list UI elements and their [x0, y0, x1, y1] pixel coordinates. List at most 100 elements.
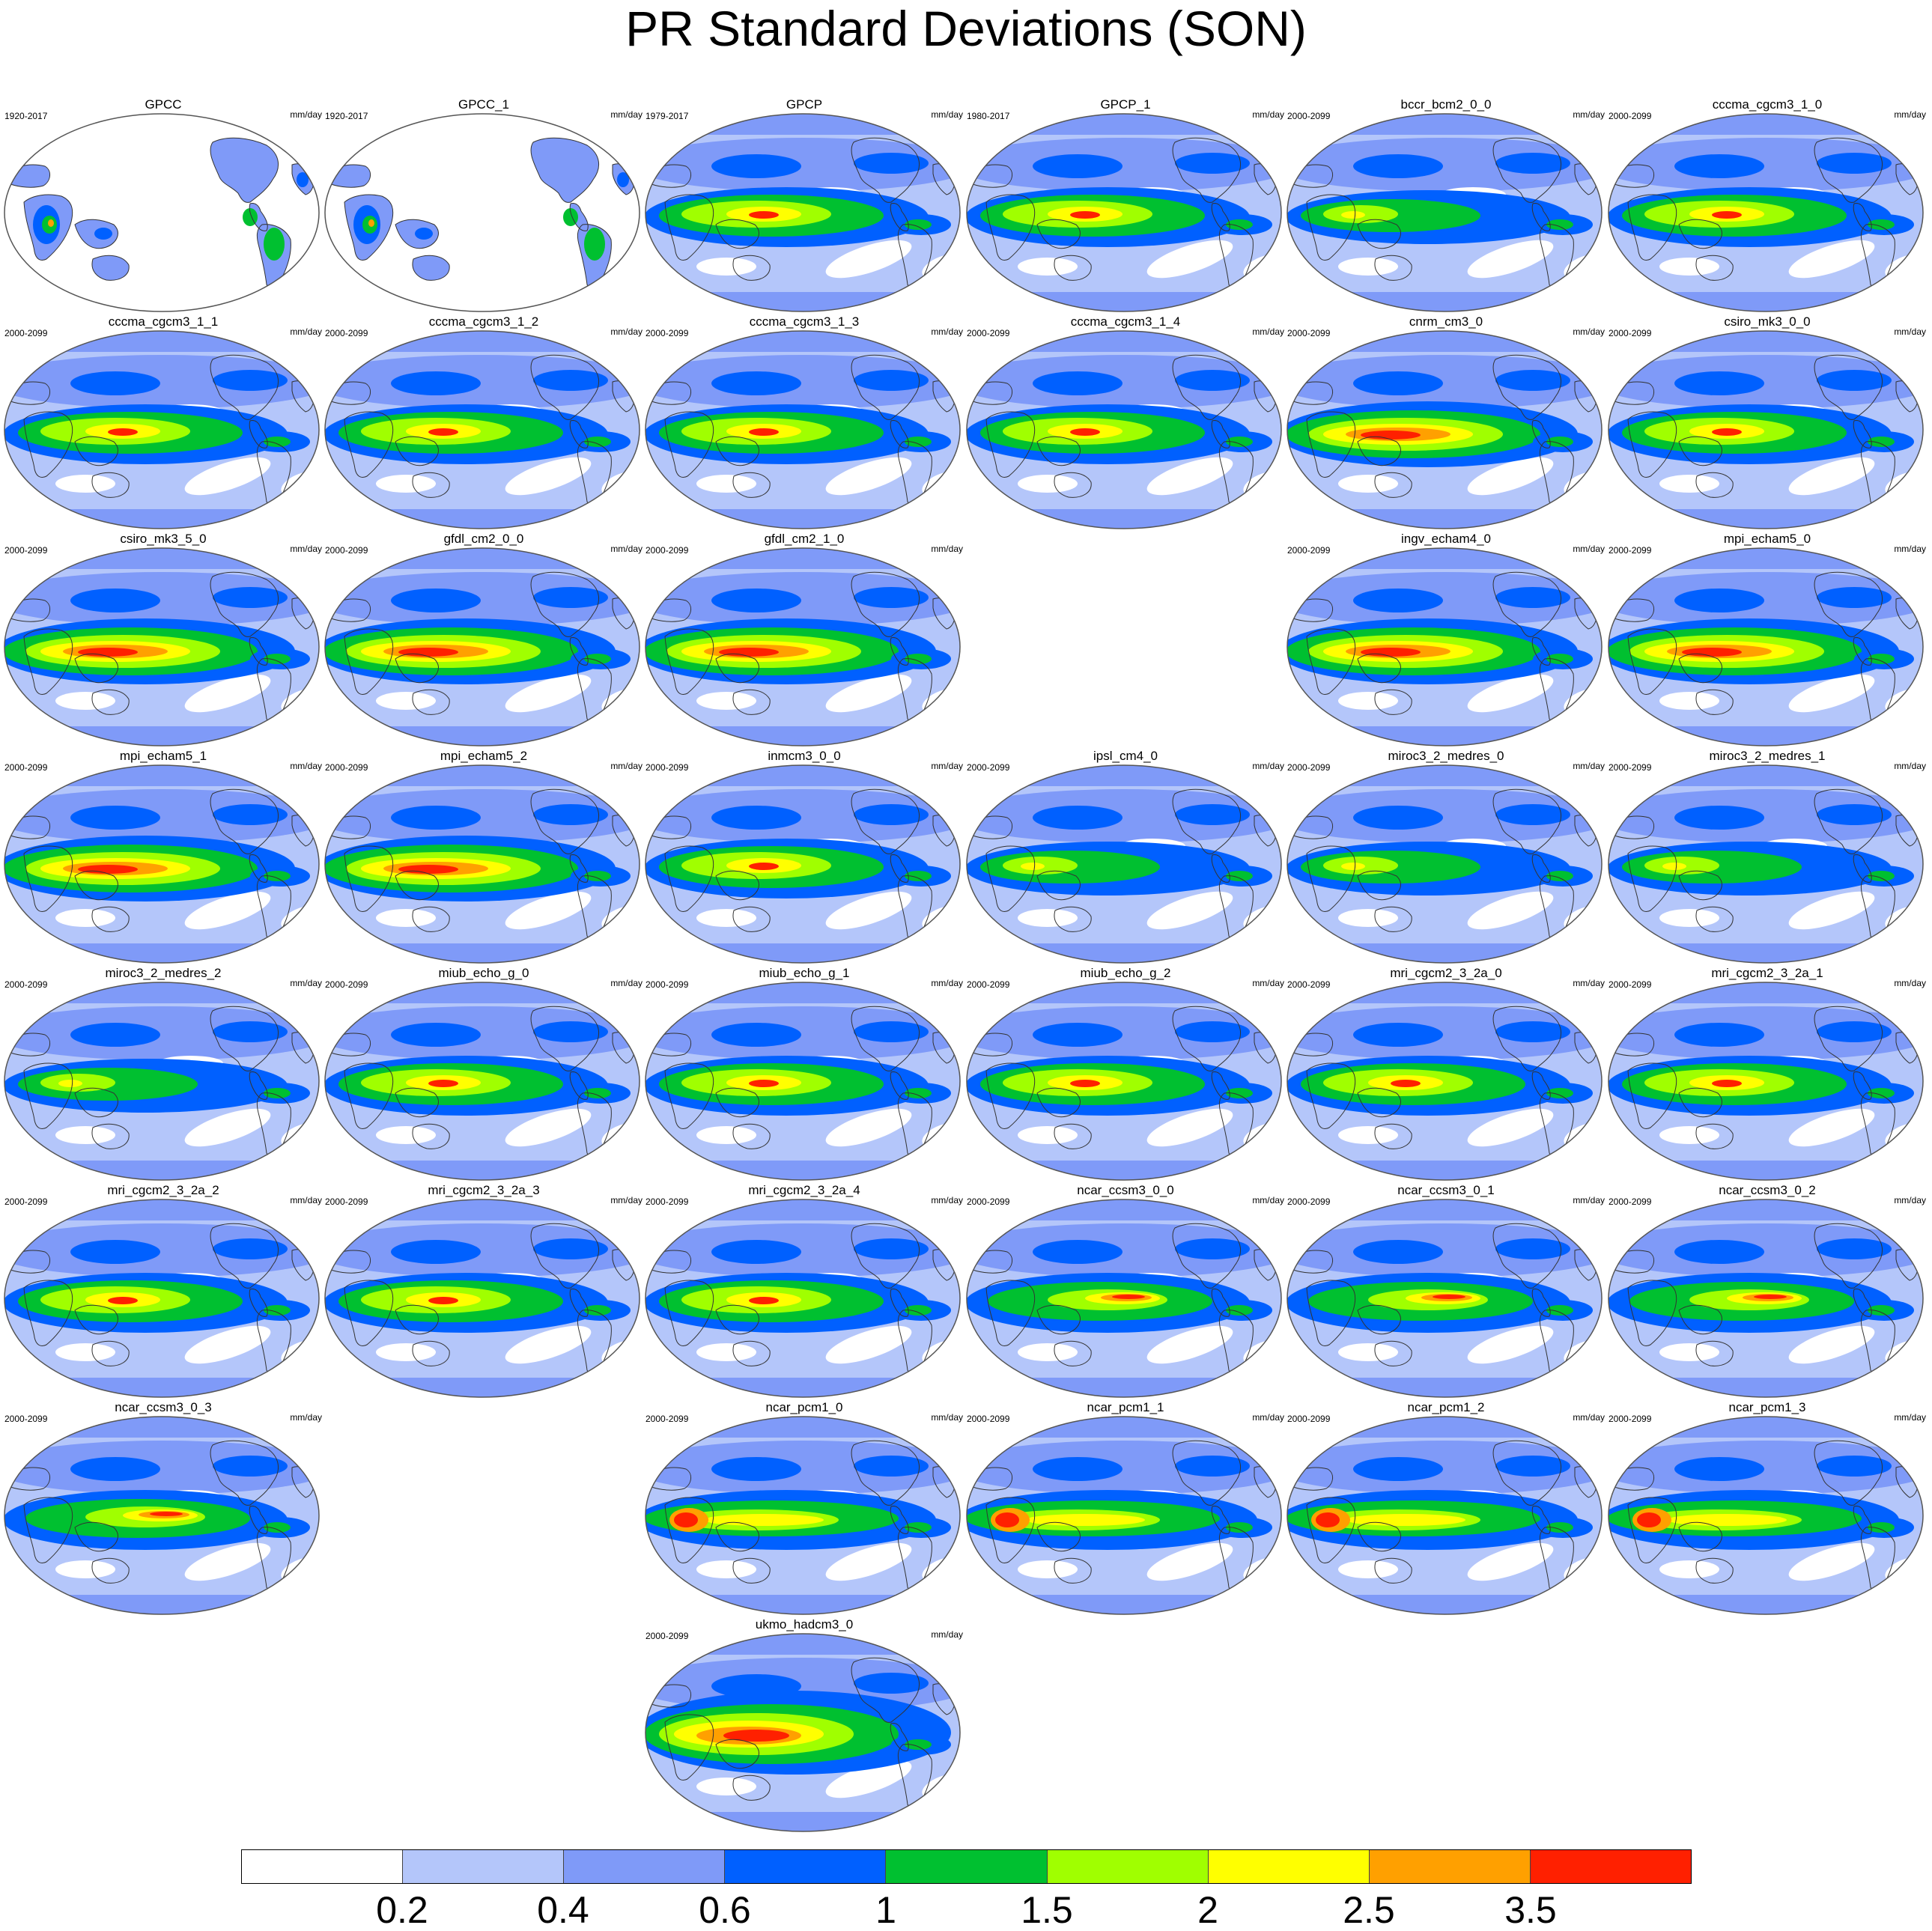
colorbar-box-0 [242, 1850, 403, 1883]
map-frame [4, 1199, 320, 1398]
map-panel: GPCP 1979-2017 mm/day [644, 97, 965, 314]
map-frame [1608, 982, 1924, 1181]
panel-years: 2000-2099 [645, 328, 689, 338]
colorbar-label: 2 [1197, 1889, 1218, 1931]
panel-title: ncar_pcm1_3 [1728, 1400, 1806, 1414]
panel-years: 2000-2099 [1609, 1414, 1652, 1424]
map-frame [645, 764, 961, 964]
map-panel: mri_cgcm2_3_2a_0 2000-2099 mm/day [1286, 966, 1606, 1183]
colorbar-box-3 [724, 1850, 886, 1883]
colorbar-label: 0.4 [537, 1889, 589, 1931]
panel-units: mm/day [931, 1629, 963, 1640]
panel-years: 2000-2099 [325, 979, 368, 990]
map-panel: mri_cgcm2_3_2a_4 2000-2099 mm/day [644, 1183, 965, 1400]
precip-field [645, 1199, 960, 1397]
map-panel: GPCC_1 1920-2017 mm/day [323, 97, 644, 314]
panel-units: mm/day [610, 109, 643, 120]
precip-field [325, 765, 640, 963]
panel-units: mm/day [1573, 1195, 1605, 1205]
map-panel: ncar_ccsm3_0_0 2000-2099 mm/day [965, 1183, 1286, 1400]
panel-units: mm/day [931, 109, 963, 120]
panel-units: mm/day [1894, 1412, 1926, 1423]
map-panel: ingv_echam4_0 2000-2099 mm/day [1286, 532, 1606, 749]
panel-title: mri_cgcm2_3_2a_0 [1390, 966, 1502, 980]
precip-field [967, 1417, 1281, 1614]
map-panel: mpi_echam5_2 2000-2099 mm/day [323, 749, 644, 966]
panel-years: 2000-2099 [645, 979, 689, 990]
map-frame [1608, 1199, 1924, 1398]
panel-years: 2000-2099 [645, 762, 689, 773]
panel-title: gfdl_cm2_0_0 [443, 532, 524, 546]
panel-units: mm/day [610, 978, 643, 988]
panel-title: GPCC [145, 97, 182, 112]
map-frame [966, 982, 1282, 1181]
panel-years: 2000-2099 [1287, 979, 1331, 990]
panel-units: mm/day [1894, 761, 1926, 771]
map-frame [1608, 547, 1924, 746]
map-frame [1287, 330, 1603, 529]
map-frame [645, 547, 961, 746]
panel-title: ipsl_cm4_0 [1093, 749, 1158, 763]
world-map [324, 1199, 640, 1398]
map-panel: inmcm3_0_0 2000-2099 mm/day [644, 749, 965, 966]
world-map [324, 330, 640, 529]
panel-units: mm/day [610, 1195, 643, 1205]
precip-field [325, 982, 640, 1180]
panel-title: gfdl_cm2_1_0 [764, 532, 845, 546]
world-map [645, 547, 961, 746]
panel-title: csiro_mk3_5_0 [120, 532, 207, 546]
panel-title: GPCC_1 [458, 97, 510, 112]
map-frame [966, 1416, 1282, 1615]
panel-years: 2000-2099 [4, 545, 48, 556]
precip-field [645, 331, 960, 529]
world-map [966, 113, 1282, 312]
panel-years: 2000-2099 [4, 328, 48, 338]
colorbar-box-5 [1046, 1850, 1208, 1883]
panel-units: mm/day [1252, 1412, 1284, 1423]
panel-units: mm/day [1573, 544, 1605, 554]
colorbar-label: 0.2 [376, 1889, 428, 1931]
map-frame [1608, 113, 1924, 312]
panel-years: 2000-2099 [4, 1414, 48, 1424]
map-frame [4, 1416, 320, 1615]
map-frame [966, 764, 1282, 964]
map-frame [966, 1199, 1282, 1398]
map-frame [324, 764, 640, 964]
panel-title: miroc3_2_medres_0 [1388, 749, 1504, 763]
world-map [324, 547, 640, 746]
map-frame [1287, 547, 1603, 746]
map-frame [1608, 1416, 1924, 1615]
panel-units: mm/day [1894, 978, 1926, 988]
precip-field [645, 548, 960, 746]
panel-years: 1920-2017 [4, 111, 48, 121]
precip-field [1609, 982, 1923, 1180]
precip-field [4, 982, 319, 1180]
map-frame [645, 982, 961, 1181]
world-map [1287, 113, 1603, 312]
map-panel: miroc3_2_medres_1 2000-2099 mm/day [1607, 749, 1928, 966]
world-map [1608, 113, 1924, 312]
precip-field [1609, 1199, 1923, 1397]
panel-title: inmcm3_0_0 [768, 749, 841, 763]
map-panel: miub_echo_g_1 2000-2099 mm/day [644, 966, 965, 1183]
precip-field [4, 114, 319, 311]
panel-title: mri_cgcm2_3_2a_3 [428, 1183, 540, 1197]
panel-years: 2000-2099 [645, 545, 689, 556]
precip-field [967, 765, 1281, 963]
panel-units: mm/day [610, 761, 643, 771]
panel-units: mm/day [931, 1412, 963, 1423]
map-panel: ncar_pcm1_2 2000-2099 mm/day [1286, 1400, 1606, 1617]
panel-title: bccr_bcm2_0_0 [1400, 97, 1492, 112]
panel-units: mm/day [931, 978, 963, 988]
panel-units: mm/day [1894, 544, 1926, 554]
panel-years: 2000-2099 [4, 979, 48, 990]
panel-years: 1920-2017 [325, 111, 368, 121]
panel-title: cccma_cgcm3_1_0 [1712, 97, 1823, 112]
map-frame [1287, 764, 1603, 964]
panel-units: mm/day [1573, 978, 1605, 988]
panel-years: 2000-2099 [1287, 545, 1331, 556]
panel-years: 2000-2099 [1609, 111, 1652, 121]
precip-field [1287, 982, 1602, 1180]
colorbar-box-1 [402, 1850, 564, 1883]
world-map [1608, 1199, 1924, 1398]
